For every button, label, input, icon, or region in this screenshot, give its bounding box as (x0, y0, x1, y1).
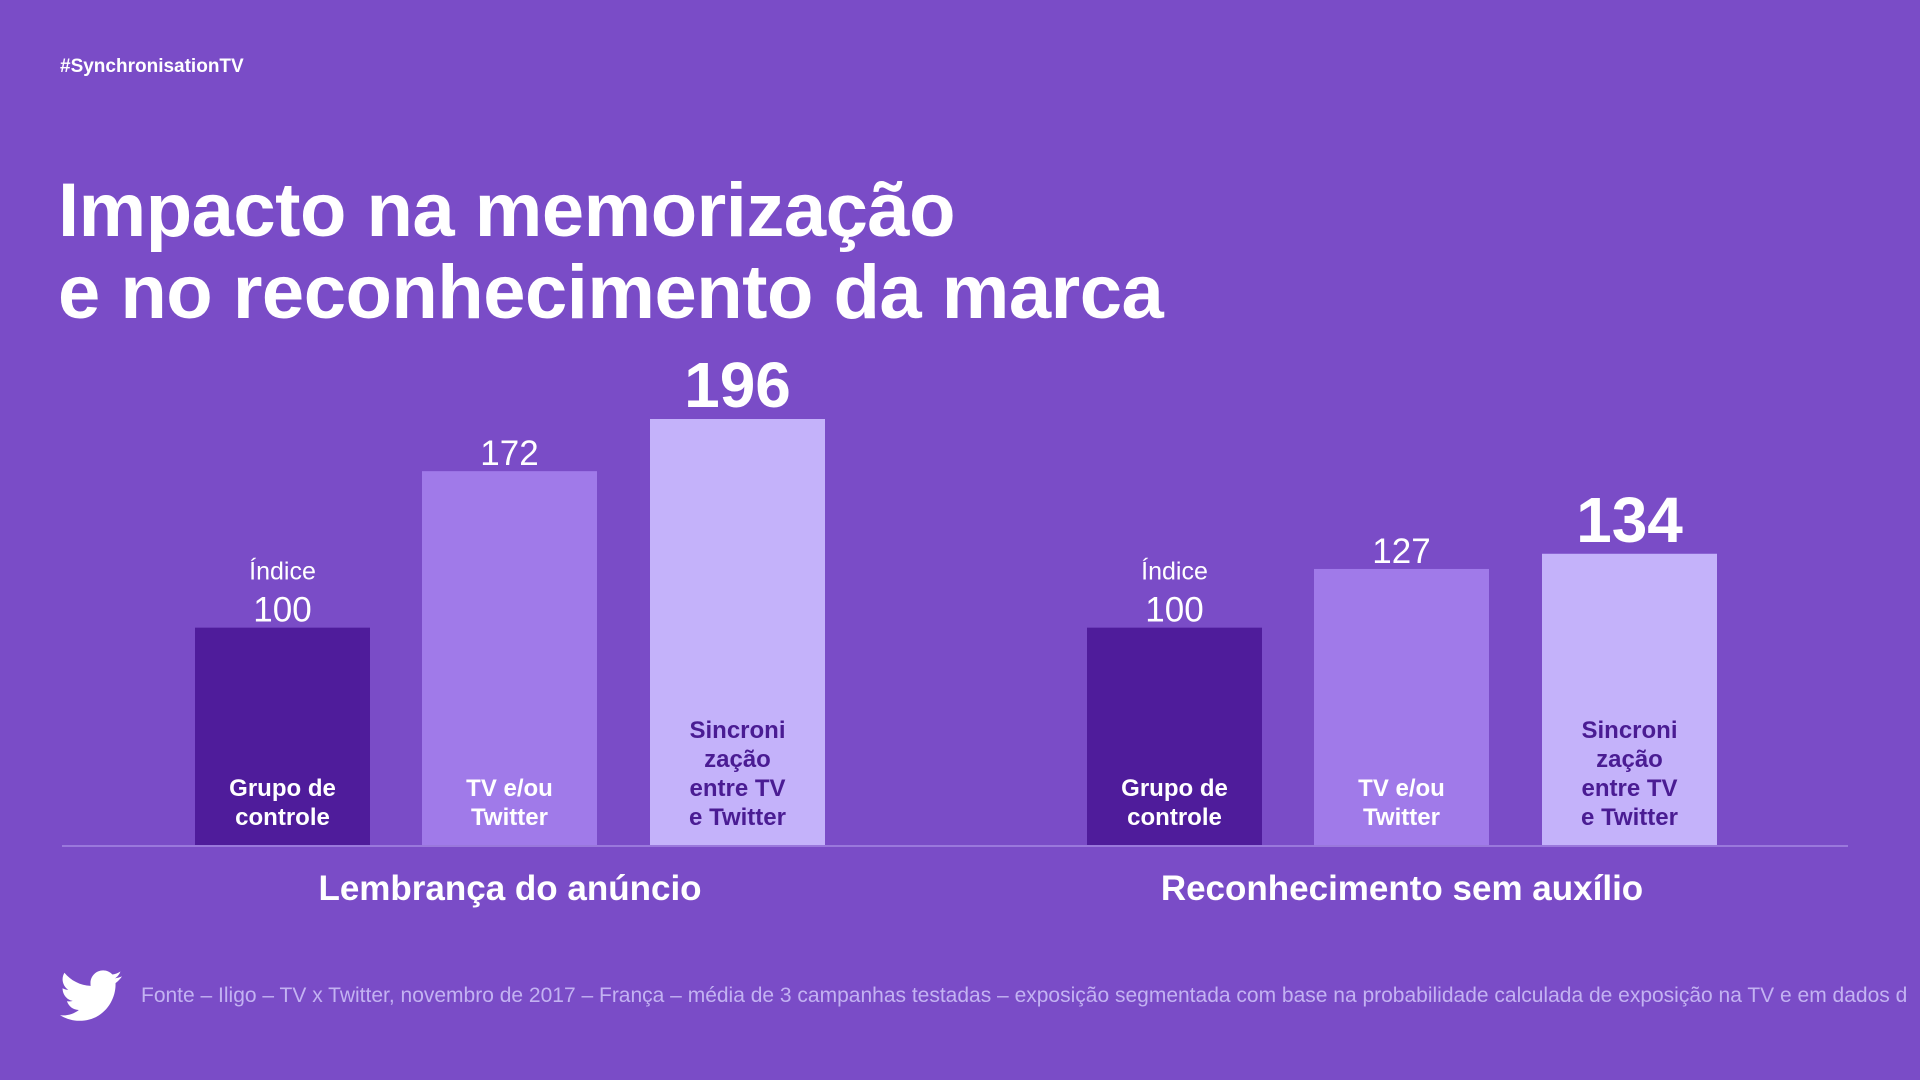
bar-g1-1 (195, 627, 370, 845)
index-label: Índice (249, 557, 316, 586)
bar-inner-label: Sincroni (689, 717, 785, 744)
index-label: Índice (1141, 557, 1208, 586)
title-line-2: e no reconhecimento da marca (58, 250, 1164, 335)
value-label: 172 (480, 434, 538, 473)
bar-inner-label: TV e/ou (466, 775, 553, 802)
bar-g2-1 (1087, 627, 1262, 845)
bar-inner-label: controle (235, 804, 330, 831)
bar-g2-2 (1314, 568, 1489, 845)
bar-inner-label: Grupo de (229, 775, 336, 802)
hashtag: #SynchronisationTV (60, 56, 244, 77)
source-footnote: Fonte – Iligo – TV x Twitter, novembro d… (141, 984, 1908, 1007)
bar-inner-label: TV e/ou (1358, 775, 1445, 802)
bar-g2-3 (1542, 553, 1717, 845)
value-label: 127 (1372, 532, 1430, 571)
value-label: 100 (253, 591, 311, 630)
bar-inner-label: controle (1127, 804, 1222, 831)
bar-g1-3 (650, 419, 825, 845)
bar-inner-label: Twitter (471, 804, 548, 831)
bar-g1-2 (422, 471, 597, 845)
bar-inner-label: Twitter (1363, 804, 1440, 831)
group-label: Lembrança do anúncio (318, 869, 701, 908)
value-label: 100 (1145, 591, 1203, 630)
bar-inner-label: e Twitter (1581, 804, 1678, 831)
title-line-1: Impacto na memorização (58, 168, 956, 253)
twitter-bird-icon (60, 970, 122, 1021)
bar-inner-label: entre TV (689, 775, 785, 802)
bar-inner-label: zação (704, 746, 771, 773)
bar-inner-label: zação (1596, 746, 1663, 773)
bar-inner-label: e Twitter (689, 804, 786, 831)
value-label: 196 (684, 349, 791, 421)
bar-inner-label: entre TV (1581, 775, 1677, 802)
page-title: Impacto na memorização e no reconhecimen… (58, 168, 1164, 335)
value-label: 134 (1576, 484, 1683, 556)
group-label: Reconhecimento sem auxílio (1161, 869, 1643, 908)
bar-inner-label: Grupo de (1121, 775, 1228, 802)
bar-inner-label: Sincroni (1581, 717, 1677, 744)
